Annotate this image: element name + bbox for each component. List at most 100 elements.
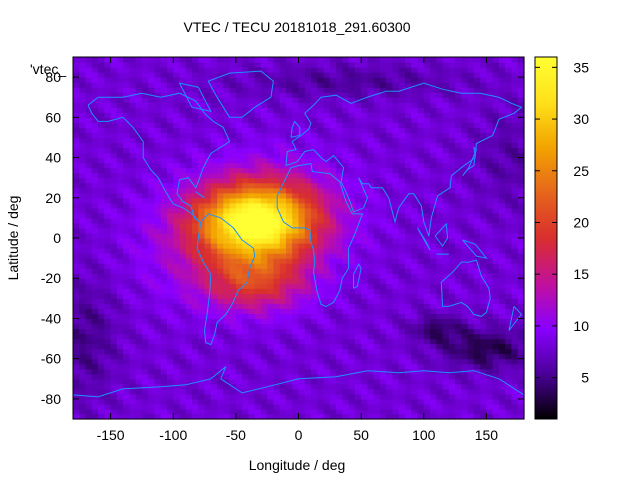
heatmap-cell bbox=[166, 207, 174, 214]
heatmap-cell bbox=[129, 368, 137, 375]
heatmap-cell bbox=[329, 217, 337, 224]
heatmap-cell bbox=[323, 142, 331, 149]
heatmap-cell bbox=[404, 318, 412, 325]
heatmap-cell bbox=[436, 217, 444, 224]
heatmap-cell bbox=[304, 157, 312, 164]
heatmap-cell bbox=[486, 192, 494, 199]
heatmap-cell bbox=[217, 328, 224, 335]
heatmap-cell bbox=[198, 117, 206, 123]
heatmap-cell bbox=[398, 373, 406, 380]
heatmap-cell bbox=[248, 182, 256, 189]
heatmap-cell bbox=[379, 102, 387, 108]
heatmap-cell bbox=[317, 388, 325, 395]
heatmap-cell bbox=[511, 72, 519, 78]
heatmap-cell bbox=[104, 318, 112, 325]
heatmap-cell bbox=[166, 343, 174, 350]
heatmap-cell bbox=[467, 137, 475, 144]
heatmap-cell bbox=[185, 152, 193, 159]
heatmap-cell bbox=[235, 212, 243, 219]
heatmap-cell bbox=[317, 107, 325, 113]
heatmap-cell bbox=[423, 403, 431, 410]
heatmap-cell bbox=[342, 253, 350, 259]
heatmap-cell bbox=[336, 283, 343, 289]
heatmap-cell bbox=[179, 192, 187, 199]
heatmap-cell bbox=[436, 278, 444, 284]
heatmap-cell bbox=[467, 358, 475, 365]
heatmap-cell bbox=[411, 313, 419, 320]
heatmap-cell bbox=[260, 403, 268, 410]
heatmap-cell bbox=[198, 398, 206, 405]
heatmap-cell bbox=[179, 167, 187, 174]
heatmap-cell bbox=[166, 333, 174, 340]
heatmap-cell bbox=[154, 162, 162, 169]
heatmap-cell bbox=[154, 157, 162, 164]
heatmap-cell bbox=[229, 197, 237, 204]
heatmap-cell bbox=[116, 87, 124, 93]
heatmap-cell bbox=[279, 232, 287, 239]
heatmap-cell bbox=[386, 172, 394, 179]
heatmap-cell bbox=[235, 288, 243, 294]
heatmap-cell bbox=[505, 172, 513, 179]
heatmap-cell bbox=[442, 102, 450, 108]
heatmap-cell bbox=[386, 343, 394, 350]
heatmap-cell bbox=[254, 67, 262, 73]
heatmap-cell bbox=[260, 303, 268, 309]
heatmap-cell bbox=[480, 388, 488, 395]
heatmap-cell bbox=[148, 278, 156, 284]
heatmap-cell bbox=[455, 258, 462, 264]
heatmap-cell bbox=[442, 398, 450, 405]
heatmap-cell bbox=[411, 97, 419, 103]
heatmap-cell bbox=[498, 353, 506, 360]
heatmap-cell bbox=[123, 358, 130, 365]
heatmap-cell bbox=[248, 348, 256, 355]
heatmap-cell bbox=[386, 268, 394, 274]
heatmap-cell bbox=[329, 172, 337, 179]
heatmap-cell bbox=[411, 358, 419, 365]
heatmap-cell bbox=[104, 253, 112, 259]
heatmap-cell bbox=[430, 398, 437, 405]
heatmap-cell bbox=[173, 248, 181, 254]
heatmap-cell bbox=[91, 408, 99, 415]
heatmap-cell bbox=[311, 137, 318, 144]
heatmap-cell bbox=[254, 288, 262, 294]
heatmap-cell bbox=[298, 137, 306, 144]
heatmap-cell bbox=[348, 293, 356, 299]
heatmap-cell bbox=[304, 303, 312, 309]
heatmap-cell bbox=[98, 82, 105, 88]
heatmap-cell bbox=[285, 182, 293, 189]
heatmap-cell bbox=[348, 263, 356, 269]
heatmap-cell bbox=[498, 313, 506, 320]
heatmap-cell bbox=[135, 87, 143, 93]
heatmap-cell bbox=[304, 238, 312, 244]
heatmap-cell bbox=[235, 343, 243, 350]
heatmap-cell bbox=[198, 137, 206, 144]
heatmap-cell bbox=[336, 248, 343, 254]
heatmap-cell bbox=[210, 187, 218, 194]
heatmap-cell bbox=[235, 388, 243, 395]
heatmap-cell bbox=[348, 323, 356, 330]
heatmap-cell bbox=[373, 308, 381, 315]
heatmap-cell bbox=[442, 117, 450, 123]
heatmap-cell bbox=[104, 363, 112, 370]
heatmap-cell bbox=[173, 303, 181, 309]
heatmap-cell bbox=[85, 288, 93, 294]
heatmap-cell bbox=[229, 338, 237, 345]
heatmap-cell bbox=[511, 238, 519, 244]
heatmap-cell bbox=[217, 172, 224, 179]
heatmap-cell bbox=[430, 403, 437, 410]
heatmap-cell bbox=[148, 187, 156, 194]
heatmap-cell bbox=[148, 383, 156, 390]
heatmap-cell bbox=[311, 328, 318, 335]
heatmap-cell bbox=[210, 308, 218, 315]
heatmap-cell bbox=[430, 393, 437, 400]
heatmap-cell bbox=[98, 152, 105, 159]
heatmap-cell bbox=[386, 107, 394, 113]
heatmap-cell bbox=[461, 338, 469, 345]
heatmap-cell bbox=[185, 77, 193, 83]
heatmap-cell bbox=[492, 132, 500, 139]
heatmap-cell bbox=[423, 117, 431, 123]
heatmap-cell bbox=[279, 258, 287, 264]
heatmap-cell bbox=[85, 217, 93, 224]
heatmap-cell bbox=[292, 157, 300, 164]
heatmap-cell bbox=[160, 187, 168, 194]
